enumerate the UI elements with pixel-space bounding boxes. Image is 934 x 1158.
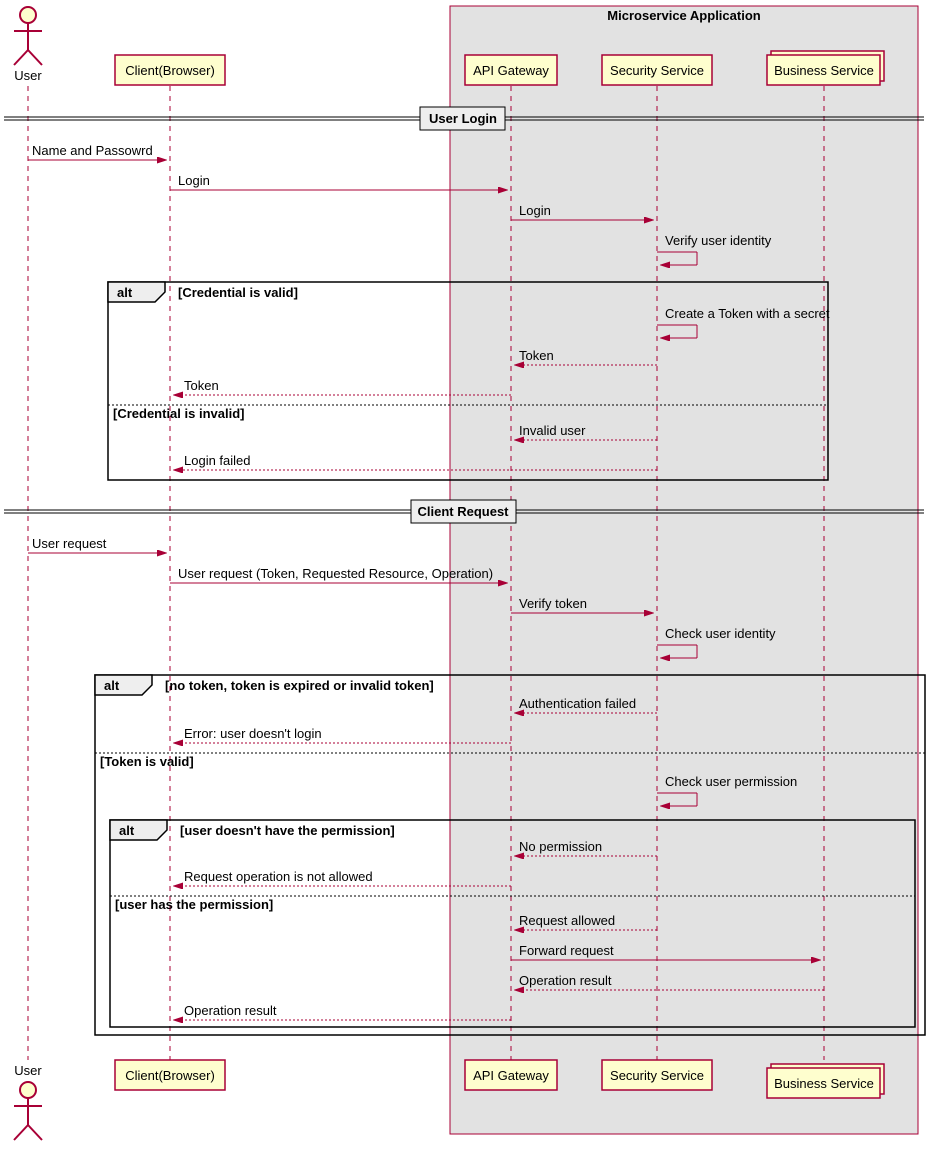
alt3-cond2: [user has the permission] xyxy=(115,897,273,912)
participant-gateway-bottom: API Gateway xyxy=(465,1060,557,1090)
msg-auth-failed-label: Authentication failed xyxy=(519,696,636,711)
divider-request-label: Client Request xyxy=(417,504,509,519)
msg-error-no-login-label: Error: user doesn't login xyxy=(184,726,322,741)
msg-check-permission-label: Check user permission xyxy=(665,774,797,789)
msg-forward-request-label: Forward request xyxy=(519,943,614,958)
participant-client-bottom-label: Client(Browser) xyxy=(125,1068,215,1083)
msg-operation-result-2-label: Operation result xyxy=(184,1003,277,1018)
alt2-label: alt xyxy=(104,678,120,693)
msg-token-2-label: Token xyxy=(184,378,219,393)
msg-create-token-label: Create a Token with a secret xyxy=(665,306,830,321)
alt3-cond1: [user doesn't have the permission] xyxy=(180,823,395,838)
alt1-cond2: [Credential is invalid] xyxy=(113,406,244,421)
participant-security-bottom-label: Security Service xyxy=(610,1068,704,1083)
participant-business-bottom-label: Business Service xyxy=(774,1076,874,1091)
participant-security-top: Security Service xyxy=(602,55,712,85)
alt2-cond2: [Token is valid] xyxy=(100,754,194,769)
participant-security-top-label: Security Service xyxy=(610,63,704,78)
participant-business-top: Business Service xyxy=(767,51,884,85)
participant-gateway-top: API Gateway xyxy=(465,55,557,85)
msg-verify-identity-label: Verify user identity xyxy=(665,233,772,248)
actor-user-bottom: User xyxy=(14,1063,42,1140)
msg-token-1-label: Token xyxy=(519,348,554,363)
msg-user-request-label: User request xyxy=(32,536,107,551)
msg-no-permission-label: No permission xyxy=(519,839,602,854)
msg-verify-token-label: Verify token xyxy=(519,596,587,611)
participant-gateway-bottom-label: API Gateway xyxy=(473,1068,549,1083)
sequence-diagram: Microservice Application User Client(Bro… xyxy=(0,0,934,1158)
alt1-label: alt xyxy=(117,285,133,300)
actor-user-bottom-label: User xyxy=(14,1063,42,1078)
msg-operation-result-1-label: Operation result xyxy=(519,973,612,988)
participant-client-top: Client(Browser) xyxy=(115,55,225,85)
participant-security-bottom: Security Service xyxy=(602,1060,712,1090)
group-label: Microservice Application xyxy=(607,8,760,23)
participant-business-top-label: Business Service xyxy=(774,63,874,78)
msg-login-2-label: Login xyxy=(519,203,551,218)
msg-login-1-label: Login xyxy=(178,173,210,188)
msg-user-request-token-label: User request (Token, Requested Resource,… xyxy=(178,566,493,581)
participant-client-bottom: Client(Browser) xyxy=(115,1060,225,1090)
msg-request-allowed-label: Request allowed xyxy=(519,913,615,928)
alt1-cond1: [Credential is valid] xyxy=(178,285,298,300)
msg-not-allowed-label: Request operation is not allowed xyxy=(184,869,373,884)
alt2-cond1: [no token, token is expired or invalid t… xyxy=(165,678,434,693)
alt3-label: alt xyxy=(119,823,135,838)
divider-login-label: User Login xyxy=(429,111,497,126)
group-microservice xyxy=(450,6,918,1134)
actor-user-top-label: User xyxy=(14,68,42,83)
participant-business-bottom: Business Service xyxy=(767,1064,884,1098)
participant-client-top-label: Client(Browser) xyxy=(125,63,215,78)
actor-user-top: User xyxy=(14,7,42,83)
msg-name-password-label: Name and Passowrd xyxy=(32,143,153,158)
msg-login-failed-label: Login failed xyxy=(184,453,251,468)
participant-gateway-top-label: API Gateway xyxy=(473,63,549,78)
msg-invalid-user-label: Invalid user xyxy=(519,423,586,438)
msg-check-identity-label: Check user identity xyxy=(665,626,776,641)
